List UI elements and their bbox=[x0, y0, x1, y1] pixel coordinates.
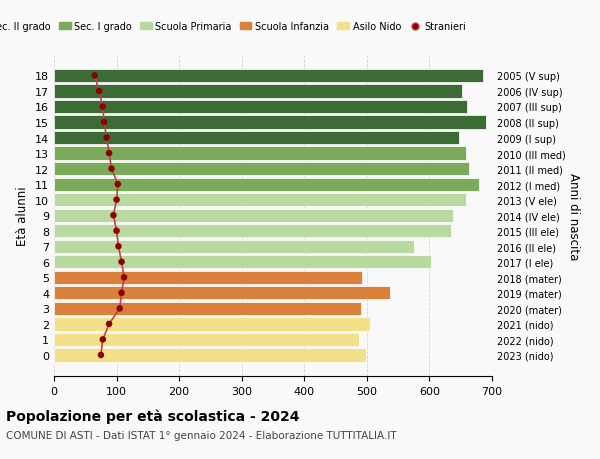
Bar bbox=[54, 240, 414, 253]
Point bbox=[113, 181, 122, 188]
Point bbox=[99, 119, 109, 126]
Point bbox=[112, 196, 121, 204]
Bar bbox=[54, 116, 486, 129]
Point bbox=[104, 320, 114, 328]
Point bbox=[119, 274, 129, 281]
Bar bbox=[54, 194, 466, 207]
Bar bbox=[54, 286, 390, 300]
Point bbox=[117, 258, 127, 266]
Bar bbox=[54, 224, 451, 238]
Bar bbox=[54, 132, 460, 145]
Bar bbox=[54, 70, 482, 83]
Point bbox=[107, 166, 116, 173]
Point bbox=[115, 305, 125, 313]
Point bbox=[94, 88, 104, 95]
Bar bbox=[54, 271, 362, 284]
Bar bbox=[54, 147, 466, 160]
Legend: Sec. II grado, Sec. I grado, Scuola Primaria, Scuola Infanzia, Asilo Nido, Stran: Sec. II grado, Sec. I grado, Scuola Prim… bbox=[0, 18, 470, 36]
Point bbox=[104, 150, 114, 157]
Point bbox=[98, 104, 107, 111]
Point bbox=[113, 243, 123, 251]
Y-axis label: Età alunni: Età alunni bbox=[16, 186, 29, 246]
Point bbox=[98, 336, 107, 343]
Point bbox=[96, 352, 106, 359]
Text: Popolazione per età scolastica - 2024: Popolazione per età scolastica - 2024 bbox=[6, 409, 299, 423]
Bar bbox=[54, 333, 359, 346]
Point bbox=[102, 134, 112, 142]
Bar bbox=[54, 348, 365, 362]
Point bbox=[112, 228, 121, 235]
Text: COMUNE DI ASTI - Dati ISTAT 1° gennaio 2024 - Elaborazione TUTTITALIA.IT: COMUNE DI ASTI - Dati ISTAT 1° gennaio 2… bbox=[6, 431, 397, 440]
Bar bbox=[54, 101, 467, 114]
Bar bbox=[54, 256, 431, 269]
Y-axis label: Anni di nascita: Anni di nascita bbox=[566, 172, 580, 259]
Point bbox=[109, 212, 118, 219]
Point bbox=[90, 73, 100, 80]
Bar bbox=[54, 209, 453, 222]
Point bbox=[117, 290, 127, 297]
Bar bbox=[54, 302, 361, 315]
Bar bbox=[54, 318, 370, 331]
Bar bbox=[54, 178, 479, 191]
Bar bbox=[54, 162, 469, 176]
Bar bbox=[54, 85, 462, 98]
